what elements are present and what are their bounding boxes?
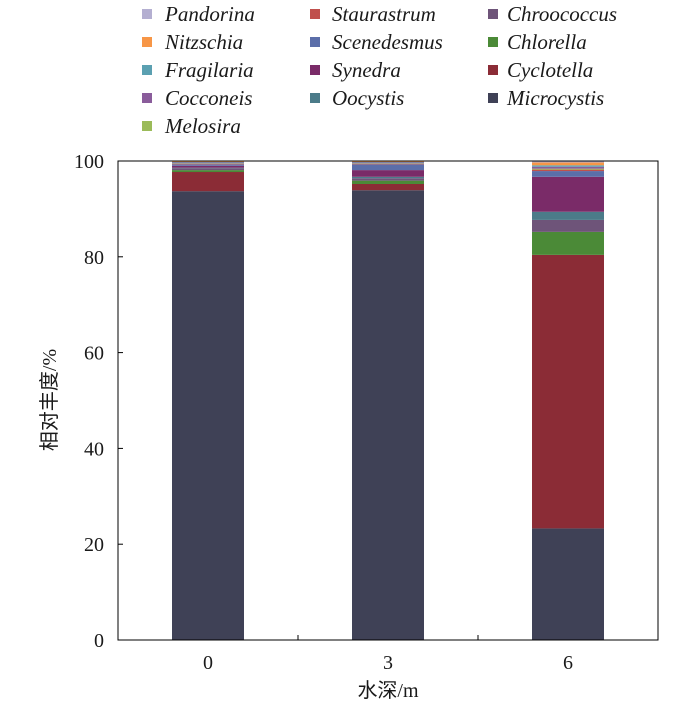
y-tick-label: 0 bbox=[94, 630, 104, 652]
bar-segment-synedra-1 bbox=[352, 170, 424, 177]
legend-swatch bbox=[142, 93, 152, 103]
x-axis: 0 3 6 bbox=[203, 635, 573, 674]
y-tick-label: 60 bbox=[84, 343, 104, 365]
legend-label: Nitzschia bbox=[164, 30, 243, 54]
legend-item-microcystis: Microcystis bbox=[488, 86, 604, 110]
legend: Pandorina Staurastrum Chroococcus Nitzschia… bbox=[142, 2, 617, 138]
legend-label: Chlorella bbox=[507, 30, 587, 54]
legend-swatch bbox=[310, 93, 320, 103]
y-axis-title: 相对丰度/% bbox=[38, 349, 61, 451]
legend-label: Melosira bbox=[164, 114, 241, 138]
bar-segment-nitzschia-2 bbox=[532, 162, 604, 166]
legend-item-scenedesmus: Scenedesmus bbox=[310, 30, 443, 54]
legend-swatch bbox=[488, 93, 498, 103]
bar-segment-microcystis-0 bbox=[172, 191, 244, 640]
bar-segment-staurastrum-2 bbox=[532, 169, 604, 172]
legend-swatch bbox=[310, 37, 320, 47]
legend-label: Pandorina bbox=[164, 2, 255, 26]
bar-segment-oocystis-2 bbox=[532, 211, 604, 220]
legend-item-nitzschia: Nitzschia bbox=[142, 30, 243, 54]
legend-swatch bbox=[310, 65, 320, 75]
legend-label: Fragilaria bbox=[164, 58, 254, 82]
legend-item-melosira: Melosira bbox=[142, 114, 241, 138]
x-axis-title: 水深/m bbox=[357, 679, 419, 702]
bar-segment-scenedesmus-0 bbox=[172, 164, 244, 166]
bar-segment-scenedesmus-2 bbox=[532, 171, 604, 177]
bar-segment-chlorella-2 bbox=[532, 231, 604, 255]
bar-segment-synedra-2 bbox=[532, 176, 604, 212]
bar-segment-synedra-0 bbox=[172, 165, 244, 168]
legend-label: Synedra bbox=[332, 58, 401, 82]
legend-swatch bbox=[488, 37, 498, 47]
legend-label: Microcystis bbox=[506, 86, 604, 110]
bar-segment-fragilaria-2 bbox=[532, 165, 604, 167]
legend-swatch bbox=[142, 65, 152, 75]
bar-segment-scenedesmus-1 bbox=[352, 164, 424, 171]
bar-segment-chroococcus-2 bbox=[532, 219, 604, 232]
legend-label: Cocconeis bbox=[165, 86, 252, 110]
bar-segment-cocconeis-2 bbox=[532, 166, 604, 169]
legend-item-pandorina: Pandorina bbox=[142, 2, 255, 26]
bar-segment-cyclotella-2 bbox=[532, 254, 604, 529]
legend-item-fragilaria: Fragilaria bbox=[142, 58, 254, 82]
legend-item-chlorella: Chlorella bbox=[488, 30, 587, 54]
y-tick-label: 20 bbox=[84, 534, 104, 556]
bars bbox=[172, 161, 604, 640]
legend-item-staurastrum: Staurastrum bbox=[310, 2, 436, 26]
plot-area-frame bbox=[117, 160, 659, 641]
legend-item-cocconeis: Cocconeis bbox=[142, 86, 252, 110]
legend-item-chroococcus: Chroococcus bbox=[488, 2, 617, 26]
y-tick-label: 80 bbox=[84, 247, 104, 269]
y-tick-label: 100 bbox=[74, 151, 104, 173]
x-tick-label: 0 bbox=[203, 652, 213, 674]
y-tick-label: 40 bbox=[84, 438, 104, 460]
bar-segment-cyclotella-1 bbox=[352, 183, 424, 191]
legend-label: Staurastrum bbox=[332, 2, 436, 26]
bar-segment-chroococcus-1 bbox=[352, 178, 424, 181]
legend-item-oocystis: Oocystis bbox=[310, 86, 404, 110]
legend-swatch bbox=[488, 9, 498, 19]
legend-label: Scenedesmus bbox=[332, 30, 443, 54]
bar-segment-cocconeis-1 bbox=[352, 162, 424, 164]
bar-segment-pandorina-2 bbox=[532, 161, 604, 163]
legend-swatch bbox=[142, 121, 152, 131]
bar-segment-melosira-2 bbox=[532, 168, 604, 170]
bar-segment-cocconeis-0 bbox=[172, 162, 244, 164]
bar-segment-chroococcus-0 bbox=[172, 168, 244, 171]
bar-segment-chlorella-1 bbox=[352, 180, 424, 184]
legend-item-cyclotella: Cyclotella bbox=[488, 58, 593, 82]
bar-segment-chlorella-0 bbox=[172, 170, 244, 173]
legend-swatch bbox=[142, 37, 152, 47]
legend-label: Chroococcus bbox=[507, 2, 617, 26]
legend-label: Oocystis bbox=[332, 86, 404, 110]
legend-swatch bbox=[142, 9, 152, 19]
y-axis: 0 20 40 60 80 100 bbox=[74, 151, 123, 652]
bar-segment-oocystis-1 bbox=[352, 176, 424, 179]
bar-segment-cyclotella-0 bbox=[172, 172, 244, 192]
bar-segment-microcystis-1 bbox=[352, 190, 424, 640]
x-tick-label: 3 bbox=[383, 652, 393, 674]
legend-swatch bbox=[310, 9, 320, 19]
legend-swatch bbox=[488, 65, 498, 75]
legend-item-synedra: Synedra bbox=[310, 58, 401, 82]
x-tick-label: 6 bbox=[563, 652, 573, 674]
legend-label: Cyclotella bbox=[507, 58, 593, 82]
bar-segment-microcystis-2 bbox=[532, 528, 604, 640]
